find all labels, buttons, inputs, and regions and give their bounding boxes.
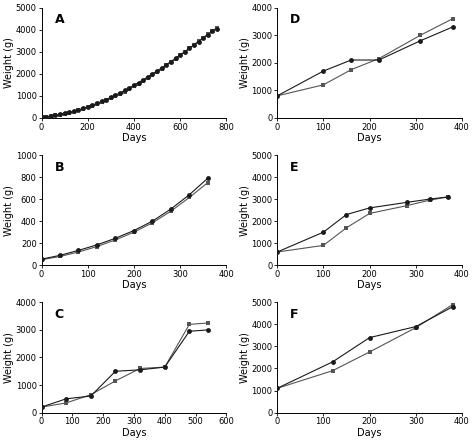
Text: B: B (55, 160, 64, 174)
Text: D: D (290, 13, 301, 26)
Y-axis label: Weight (g): Weight (g) (240, 38, 250, 88)
Y-axis label: Weight (g): Weight (g) (4, 185, 14, 236)
Text: F: F (290, 308, 299, 321)
Y-axis label: Weight (g): Weight (g) (240, 185, 250, 236)
X-axis label: Days: Days (122, 281, 146, 290)
X-axis label: Days: Days (122, 133, 146, 143)
Text: A: A (55, 13, 64, 26)
X-axis label: Days: Days (357, 281, 382, 290)
Text: E: E (290, 160, 299, 174)
Y-axis label: Weight (g): Weight (g) (4, 38, 14, 88)
X-axis label: Days: Days (357, 133, 382, 143)
Text: C: C (55, 308, 64, 321)
Y-axis label: Weight (g): Weight (g) (4, 332, 14, 383)
X-axis label: Days: Days (357, 428, 382, 438)
X-axis label: Days: Days (122, 428, 146, 438)
Y-axis label: Weight (g): Weight (g) (240, 332, 250, 383)
